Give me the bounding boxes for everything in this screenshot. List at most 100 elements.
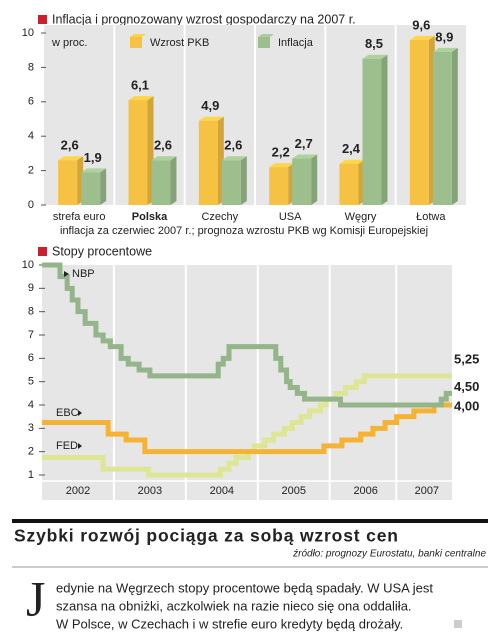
- value-label: 2,4: [342, 141, 361, 156]
- value-label: 8,9: [435, 29, 453, 44]
- value-label: 9,6: [412, 17, 430, 32]
- headline: Szybki rozwój pociąga za sobą wzrost cen: [14, 526, 398, 546]
- bar-chart-title: Inflacja i prognozowany wzrost gospodarc…: [52, 12, 356, 26]
- value-label: 2,2: [272, 145, 290, 160]
- bar-side: [170, 156, 177, 205]
- drop-cap: J: [26, 570, 45, 626]
- bar-top: [269, 163, 295, 168]
- series-arrow: [64, 271, 69, 277]
- note: inflacja za czerwiec 2007 r.; prognoza w…: [60, 225, 428, 237]
- body-line: W Polsce, w Czechach i w strefie euro kr…: [56, 616, 403, 631]
- end-label: 4,50: [454, 379, 479, 394]
- y-tick-label: 2: [28, 165, 34, 177]
- bar-top: [292, 154, 318, 159]
- bar-top: [221, 156, 247, 161]
- end-label: 5,25: [454, 351, 479, 366]
- bar: [58, 160, 78, 205]
- body-line: edynie na Węgrzech stopy procentowe będą…: [56, 580, 433, 595]
- y-tick-label: 10: [22, 259, 34, 271]
- y-tick-label: 5: [28, 376, 34, 388]
- x-tick-label: 2007: [415, 485, 439, 497]
- bar: [432, 51, 452, 205]
- y-tick-label: 3: [28, 422, 34, 434]
- x-tick-label: strefa euro: [53, 211, 106, 223]
- step-line: [42, 402, 452, 455]
- y-tick-label: 0: [28, 199, 34, 211]
- source: źródło: prognozy Eurostatu, banki centra…: [292, 549, 486, 560]
- value-label: 6,1: [131, 78, 149, 93]
- end-mark: [454, 620, 462, 628]
- series-label: FED: [56, 440, 78, 452]
- bar: [269, 167, 289, 205]
- x-tick-label: Polska: [132, 211, 168, 223]
- y-tick-label: 4: [28, 399, 34, 411]
- bar: [81, 172, 101, 205]
- unit-label: w proc.: [51, 37, 87, 49]
- bar-top: [409, 35, 435, 40]
- bar-top: [58, 156, 84, 161]
- value-label: 2,6: [154, 138, 172, 153]
- bar: [198, 120, 218, 205]
- bar-side: [240, 156, 247, 205]
- y-tick-label: 10: [22, 27, 34, 39]
- bar-top: [432, 47, 458, 52]
- bar-top: [151, 156, 177, 161]
- value-label: 2,7: [295, 136, 313, 151]
- x-tick-label: Węgry: [345, 211, 377, 223]
- y-tick-label: 6: [28, 96, 34, 108]
- y-tick-label: 9: [28, 282, 34, 294]
- value-label: 2,6: [61, 138, 79, 153]
- bar: [409, 39, 429, 205]
- title-marker: [38, 15, 47, 24]
- value-label: 2,6: [224, 138, 242, 153]
- bar: [128, 100, 148, 205]
- bar-top: [198, 116, 224, 121]
- legend-label: Inflacja: [278, 37, 314, 49]
- y-tick-label: 8: [28, 61, 34, 73]
- legend-swatch: [258, 37, 270, 48]
- bar-side: [381, 54, 388, 205]
- legend-swatch-top: [258, 34, 274, 37]
- legend-label: Wzrost PKB: [150, 37, 209, 49]
- x-tick-label: 2004: [210, 485, 234, 497]
- x-tick-label: USA: [279, 211, 302, 223]
- series-arrow: [78, 443, 82, 449]
- x-tick-label: 2006: [353, 485, 377, 497]
- y-tick-label: 2: [28, 446, 34, 458]
- series-arrow: [78, 410, 82, 416]
- bar-side: [311, 154, 318, 205]
- bar-side: [100, 168, 107, 205]
- value-label: 4,9: [201, 98, 219, 113]
- value-label: 8,5: [365, 36, 383, 51]
- y-tick-label: 8: [28, 306, 34, 318]
- bar-top: [81, 168, 107, 173]
- y-tick-label: 6: [28, 352, 34, 364]
- y-tick-label: 1: [28, 469, 34, 481]
- y-tick-label: 7: [28, 329, 34, 341]
- x-tick-label: Czechy: [201, 211, 238, 223]
- x-tick-label: 2003: [138, 485, 162, 497]
- series-label: NBP: [72, 268, 95, 280]
- step-line: [42, 262, 452, 408]
- end-label: 4,00: [454, 398, 479, 413]
- bar-top: [128, 96, 154, 101]
- bar: [339, 163, 359, 205]
- series-label: EBC: [56, 407, 79, 419]
- bar: [151, 160, 171, 205]
- x-tick-label: 2005: [282, 485, 306, 497]
- body-line: szansa na obniżki, aczkolwiek na razie n…: [56, 598, 412, 613]
- plot-background: [42, 265, 452, 500]
- bar-side: [451, 47, 458, 205]
- bar-top: [339, 159, 365, 164]
- bar: [362, 58, 382, 205]
- x-tick-label: 2002: [66, 485, 90, 497]
- step-line: [42, 373, 452, 478]
- legend-swatch: [130, 37, 142, 48]
- bar: [221, 160, 241, 205]
- title-marker: [38, 247, 47, 256]
- bar-top: [362, 54, 388, 59]
- y-tick-label: 4: [28, 130, 34, 142]
- line-chart-title: Stopy procentowe: [52, 244, 152, 258]
- value-label: 1,9: [84, 150, 102, 165]
